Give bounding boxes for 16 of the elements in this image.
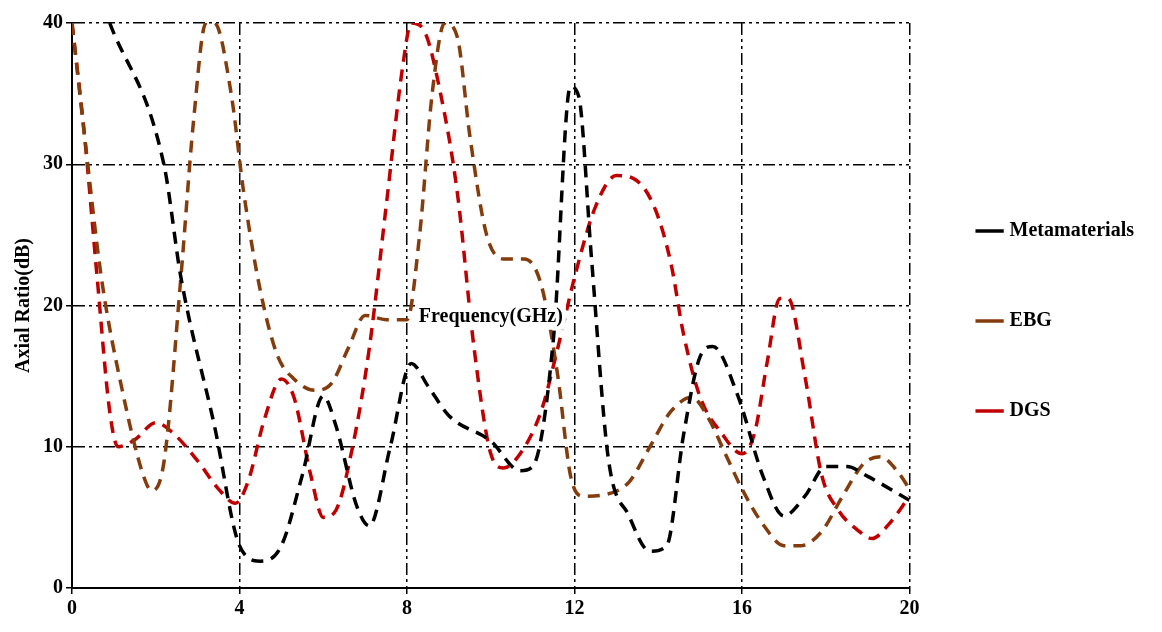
x-axis-title: Frequency(GHz) (418, 303, 563, 327)
y-tick-label: 30 (43, 151, 63, 174)
y-axis-title: Axial Ratio(dB) (11, 238, 35, 373)
y-tick-label: 10 (43, 433, 63, 456)
x-tick-label: 16 (732, 596, 753, 619)
y-tick-label: 0 (53, 575, 63, 598)
y-tick-label: 20 (43, 292, 63, 315)
legend-label: Metamaterials (1009, 218, 1135, 241)
x-tick-label: 8 (402, 596, 413, 619)
x-tick-label: 4 (234, 596, 245, 619)
legend-label: EBG (1009, 308, 1053, 331)
x-tick-label: 12 (564, 596, 585, 619)
x-tick-label: 0 (67, 596, 77, 619)
y-tick-label: 40 (43, 10, 63, 33)
legend-label: DGS (1009, 398, 1051, 421)
x-tick-label: 20 (899, 596, 920, 619)
